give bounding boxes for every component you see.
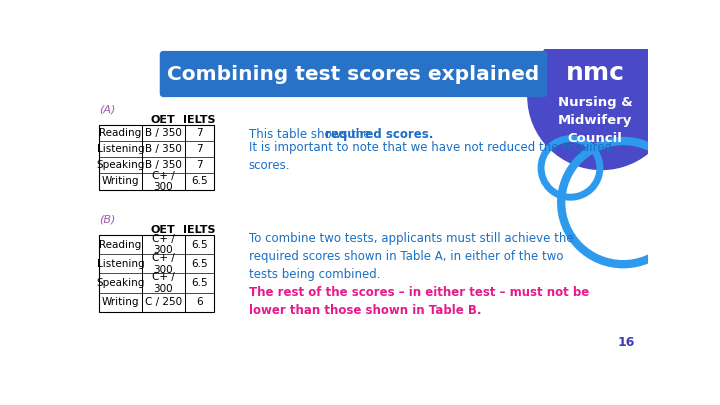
Text: The rest of the scores – in either test – must not be
lower than those shown in : The rest of the scores – in either test … <box>249 286 589 317</box>
FancyBboxPatch shape <box>160 51 547 97</box>
Text: B / 350: B / 350 <box>145 144 181 154</box>
Text: 6.5: 6.5 <box>191 278 207 288</box>
Text: 6.5: 6.5 <box>191 240 207 249</box>
Circle shape <box>528 23 675 169</box>
Text: 7: 7 <box>196 160 202 170</box>
Text: C+ /
300: C+ / 300 <box>152 171 175 192</box>
Text: 7: 7 <box>196 144 202 154</box>
Text: Speaking: Speaking <box>96 278 145 288</box>
Text: OET: OET <box>151 115 176 125</box>
Text: OET: OET <box>151 225 176 235</box>
Text: IELTS: IELTS <box>183 225 215 235</box>
Bar <box>99 125 214 190</box>
Text: C+ /
300: C+ / 300 <box>152 234 175 256</box>
Text: Writing: Writing <box>102 177 140 186</box>
Text: (B): (B) <box>99 214 116 224</box>
Text: Reading: Reading <box>99 240 142 249</box>
Text: C / 250: C / 250 <box>145 297 181 307</box>
Text: 6: 6 <box>196 297 202 307</box>
Text: To combine two tests, applicants must still achieve the
required scores shown in: To combine two tests, applicants must st… <box>249 232 574 281</box>
Text: C+ /
300: C+ / 300 <box>152 272 175 294</box>
Text: C+ /
300: C+ / 300 <box>152 253 175 275</box>
Text: B / 350: B / 350 <box>145 160 181 170</box>
Bar <box>99 235 214 312</box>
Text: (A): (A) <box>99 104 116 114</box>
Text: required scores.: required scores. <box>325 128 433 141</box>
Text: Writing: Writing <box>102 297 140 307</box>
Text: IELTS: IELTS <box>183 115 215 125</box>
Text: Speaking: Speaking <box>96 160 145 170</box>
Text: 7: 7 <box>196 128 202 138</box>
Text: 16: 16 <box>618 336 635 349</box>
Text: Listening: Listening <box>96 259 145 269</box>
Text: This table shows the: This table shows the <box>249 128 374 141</box>
Text: Nursing &
Midwifery
Council: Nursing & Midwifery Council <box>558 96 633 145</box>
Text: Reading: Reading <box>99 128 142 138</box>
Text: 6.5: 6.5 <box>191 177 207 186</box>
Text: nmc: nmc <box>566 61 625 85</box>
Text: B / 350: B / 350 <box>145 128 181 138</box>
Text: It is important to note that we have not reduced the required
scores.: It is important to note that we have not… <box>249 141 612 172</box>
Text: 6.5: 6.5 <box>191 259 207 269</box>
Text: Combining test scores explained: Combining test scores explained <box>167 64 539 83</box>
Text: Listening: Listening <box>96 144 145 154</box>
